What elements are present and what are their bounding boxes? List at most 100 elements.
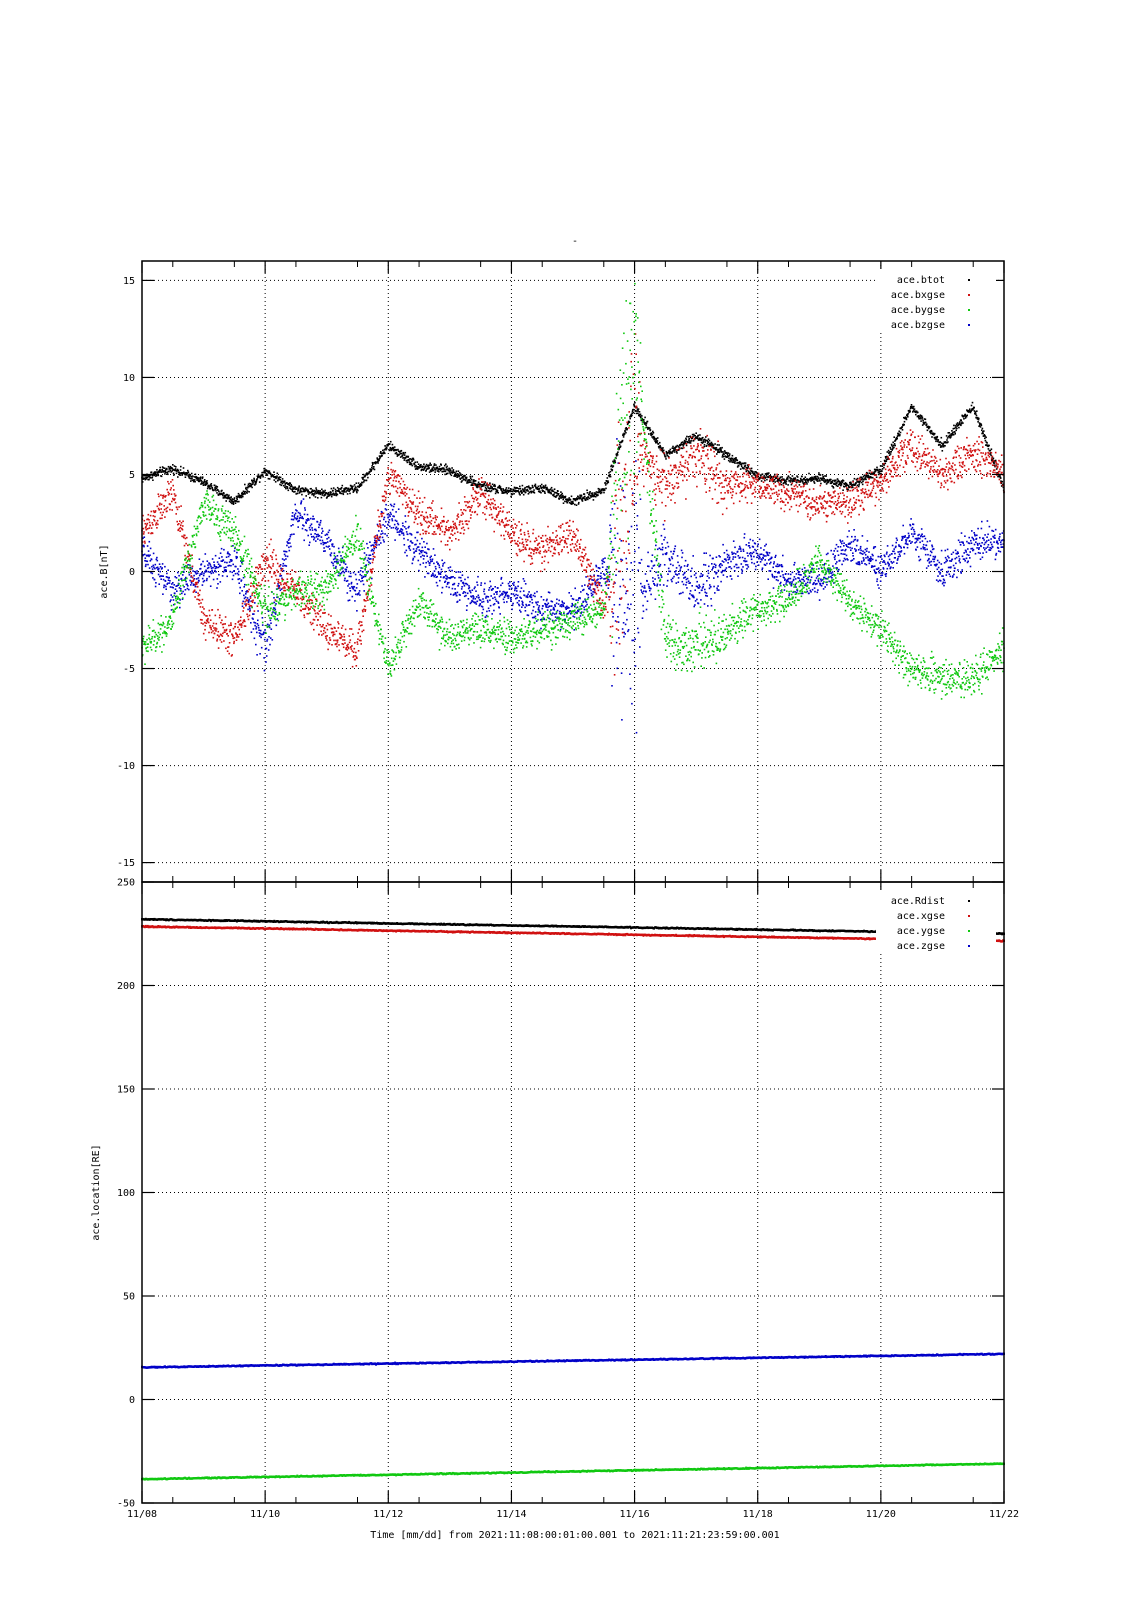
- data-point: [326, 533, 329, 536]
- data-point: [215, 571, 217, 573]
- data-point: [853, 558, 855, 560]
- data-point: [160, 578, 162, 580]
- data-point: [198, 480, 201, 482]
- data-point: [158, 563, 161, 565]
- data-point: [880, 555, 883, 557]
- data-point: [410, 458, 413, 461]
- data-point: [822, 475, 824, 478]
- data-point: [347, 487, 350, 490]
- data-point: [248, 598, 250, 601]
- data-point: [328, 548, 331, 550]
- data-point: [511, 490, 513, 493]
- data-point: [659, 584, 661, 586]
- data-point: [703, 563, 705, 566]
- data-point: [145, 478, 148, 480]
- data-point: [144, 478, 147, 481]
- data-point: [937, 439, 940, 441]
- data-point: [431, 574, 433, 576]
- data-point: [755, 549, 757, 552]
- data-point: [1002, 483, 1004, 486]
- data-point: [904, 535, 906, 537]
- data-point: [761, 473, 764, 475]
- data-point: [794, 591, 796, 593]
- data-point: [596, 579, 598, 581]
- data-point: [392, 505, 395, 508]
- data-point: [222, 571, 225, 573]
- data-point: [489, 604, 492, 607]
- data-point: [692, 555, 694, 557]
- data-point: [278, 477, 280, 480]
- data-point: [397, 450, 400, 453]
- data-point: [920, 415, 923, 417]
- data-point: [707, 572, 710, 575]
- data-point: [427, 560, 429, 563]
- data-point: [922, 419, 924, 422]
- data-point: [720, 563, 722, 565]
- data-point: [320, 519, 322, 522]
- data-point: [540, 627, 542, 630]
- data-point: [180, 588, 182, 590]
- data-point: [754, 568, 757, 571]
- data-point: [420, 464, 422, 466]
- data-point: [844, 549, 846, 552]
- data-point: [326, 495, 329, 497]
- data-point: [235, 557, 238, 560]
- data-point: [792, 578, 795, 581]
- data-point: [914, 410, 916, 412]
- data-point: [678, 447, 681, 449]
- data-point: [915, 413, 917, 416]
- data-point: [378, 530, 380, 532]
- data-point: [443, 561, 446, 564]
- data-point: [664, 536, 666, 539]
- data-point: [643, 418, 645, 421]
- data-point: [415, 550, 418, 552]
- data-point: [806, 483, 808, 485]
- data-point: [878, 571, 881, 574]
- data-point: [311, 536, 313, 538]
- data-point: [889, 554, 891, 556]
- data-point: [743, 536, 746, 539]
- data-point: [916, 410, 918, 413]
- data-point: [496, 489, 499, 492]
- data-point: [719, 447, 722, 449]
- data-point: [759, 561, 762, 563]
- data-point: [466, 592, 469, 595]
- data-point: [594, 582, 596, 584]
- data-point: [775, 554, 777, 557]
- data-point: [248, 485, 250, 488]
- data-point: [754, 474, 757, 476]
- data-point: [195, 475, 197, 478]
- data-point: [521, 491, 523, 494]
- data-point: [667, 573, 669, 575]
- data-point: [559, 610, 561, 613]
- data-point: [348, 599, 351, 601]
- data-point: [199, 567, 202, 570]
- data-point: [325, 542, 327, 544]
- data-point: [887, 555, 890, 558]
- data-point: [482, 598, 484, 600]
- data-point: [744, 560, 747, 562]
- data-point: [724, 558, 727, 560]
- data-point: [591, 579, 593, 581]
- data-point: [510, 495, 512, 498]
- data-point: [577, 497, 579, 500]
- data-point: [954, 425, 957, 427]
- data-point: [861, 478, 863, 481]
- data-point: [604, 482, 607, 484]
- data-point: [815, 475, 817, 478]
- data-point: [865, 550, 868, 552]
- data-point: [520, 587, 523, 589]
- data-point: [976, 418, 979, 420]
- data-point: [618, 637, 620, 639]
- data-point: [494, 586, 496, 588]
- data-point: [514, 489, 517, 492]
- data-point: [162, 593, 164, 595]
- data-point: [823, 576, 826, 579]
- data-point: [409, 549, 412, 551]
- data-point: [346, 489, 349, 492]
- data-point: [198, 574, 201, 577]
- data-point: [744, 464, 747, 467]
- data-point: [168, 582, 171, 584]
- data-point: [438, 470, 440, 473]
- data-point: [635, 410, 637, 412]
